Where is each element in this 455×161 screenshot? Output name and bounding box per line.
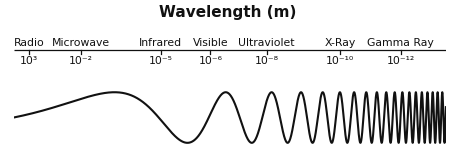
Text: Gamma Ray: Gamma Ray (367, 38, 434, 48)
Text: 10⁻¹²: 10⁻¹² (386, 56, 415, 66)
Text: Wavelength (m): Wavelength (m) (159, 5, 296, 20)
Text: Microwave: Microwave (51, 38, 110, 48)
Text: 10⁻²: 10⁻² (69, 56, 93, 66)
Text: 10⁻¹⁰: 10⁻¹⁰ (326, 56, 354, 66)
Text: 10⁻⁶: 10⁻⁶ (198, 56, 222, 66)
Text: 10³: 10³ (20, 56, 38, 66)
Text: 10⁻⁵: 10⁻⁵ (149, 56, 172, 66)
Text: X-Ray: X-Ray (324, 38, 356, 48)
Text: Infrared: Infrared (139, 38, 182, 48)
Text: Radio: Radio (13, 38, 44, 48)
Text: Ultraviolet: Ultraviolet (238, 38, 295, 48)
Text: 10⁻⁸: 10⁻⁸ (254, 56, 278, 66)
Text: Visible: Visible (192, 38, 228, 48)
